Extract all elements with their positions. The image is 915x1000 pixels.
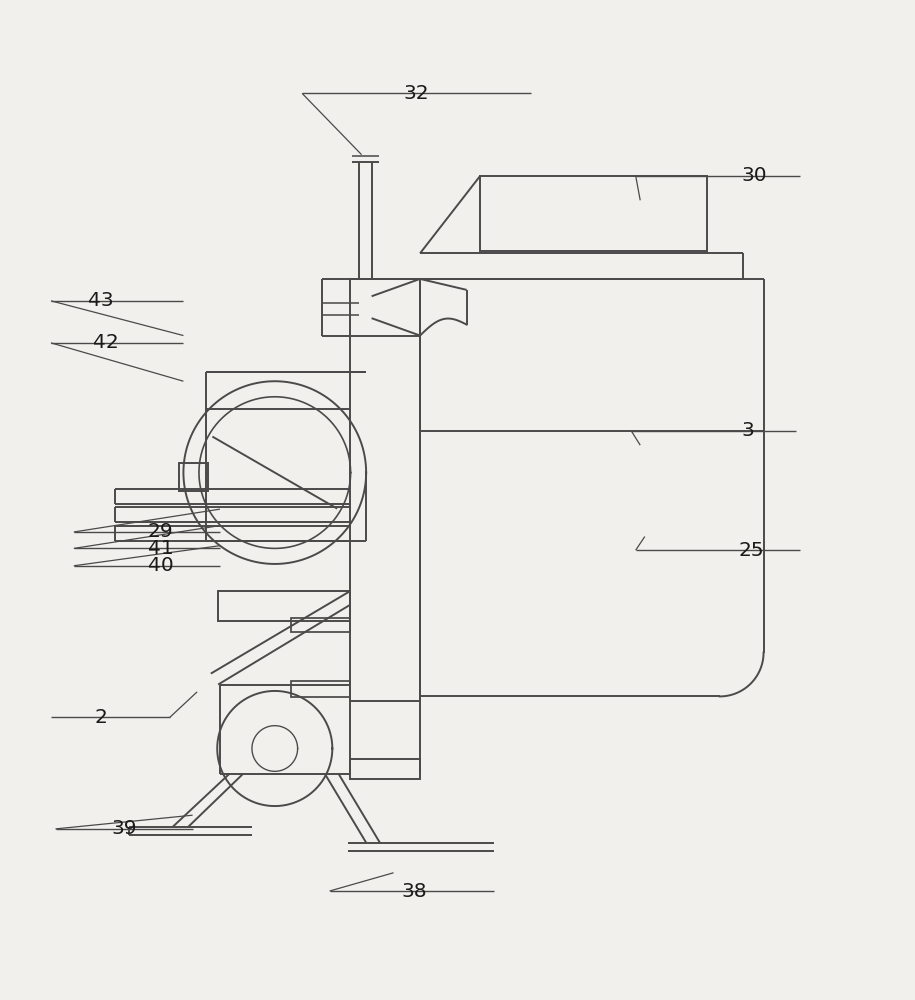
Bar bbox=[218, 591, 350, 621]
Bar bbox=[350, 279, 420, 701]
Bar bbox=[350, 759, 420, 779]
Bar bbox=[480, 176, 707, 251]
Text: 30: 30 bbox=[742, 166, 768, 185]
Text: 42: 42 bbox=[93, 333, 119, 352]
Text: 25: 25 bbox=[739, 541, 765, 560]
Text: 43: 43 bbox=[89, 291, 114, 310]
Text: 3: 3 bbox=[742, 421, 754, 440]
Text: 39: 39 bbox=[112, 819, 136, 838]
Bar bbox=[291, 681, 350, 697]
Bar bbox=[178, 463, 208, 491]
Text: 29: 29 bbox=[147, 522, 173, 541]
Text: 32: 32 bbox=[404, 84, 429, 103]
Text: 38: 38 bbox=[402, 882, 427, 901]
Text: 40: 40 bbox=[147, 556, 174, 575]
Text: 41: 41 bbox=[147, 539, 174, 558]
Text: 2: 2 bbox=[95, 708, 108, 727]
Bar bbox=[291, 618, 350, 632]
